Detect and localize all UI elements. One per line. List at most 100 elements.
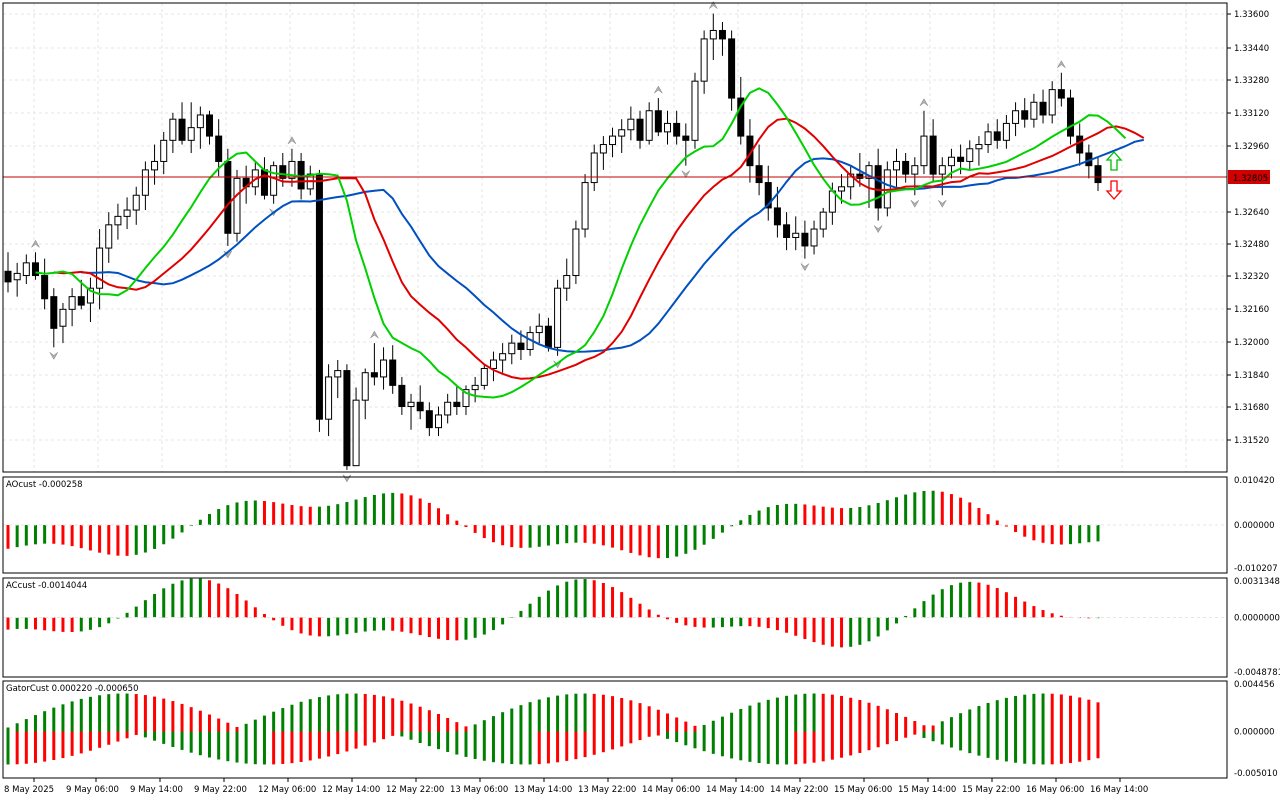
candle-up [645,110,653,141]
candle-up [352,399,360,467]
candle-down [755,165,763,184]
candle-down [764,182,772,209]
x-tick-label: 12 May 22:00 [386,785,444,795]
candle-up [169,118,177,141]
candle-up [920,135,928,167]
time-axis: 8 May 2025 9 May 06:00 9 May 14:00 9 May 22… [4,778,1148,795]
candle-up [599,144,607,154]
candle-up [471,384,479,391]
candle-up [819,211,827,230]
y-tick-label: 1.32000 [1234,338,1269,348]
candle-down [260,169,268,196]
candle-up [68,296,76,310]
candle-up [361,372,369,401]
x-tick-label: 14 May 22:00 [770,785,828,795]
candle-down [517,342,525,350]
candle-down [4,270,12,283]
candle-down [783,224,791,239]
panel-frame [2,577,1228,678]
candle-down [1067,97,1075,137]
candle-down [389,359,397,386]
candle-down [718,29,726,40]
candle-down [224,160,232,234]
candle-up [196,114,204,129]
candle-up [489,359,497,369]
panel-frame [2,476,1228,574]
fractal-up-icon [654,85,663,94]
x-tick-label: 13 May 22:00 [578,785,636,795]
candle-up [151,160,159,171]
candle-up [1048,89,1056,116]
candle-up [554,287,562,348]
candle-up [966,148,974,162]
panel-frames: AOcust -0.000258 0.010420 0.000000 -0.01020… [2,2,1280,779]
candle-up [444,401,452,416]
candle-down [50,296,58,329]
y-tick-label: 1.32160 [1234,305,1269,315]
price-axis: 1.33600 1.33440 1.33280 1.33120 1.32960 1.326… [1227,10,1269,446]
ao-tick-label: -0.010207 [1234,564,1278,574]
fractal-down-icon [681,170,691,179]
candle-up [892,160,900,171]
candle-up [984,131,992,146]
fractal-up-icon [919,98,929,106]
fractal-down-icon [910,200,920,208]
x-tick-label: 9 May 06:00 [66,785,119,795]
candle-up [691,80,699,141]
candle-down [957,156,965,162]
candle-up [609,135,617,146]
candle-down [31,262,39,277]
fractal-down-icon [800,263,810,272]
candle-up [938,165,946,175]
y-tick-label: 1.32640 [1234,208,1269,218]
candle-up [480,367,488,386]
candle-down [636,118,644,141]
x-tick-label: 13 May 06:00 [450,785,508,795]
gator-tick-label: -0.005010 [1234,769,1278,779]
candle-up [22,262,30,277]
candle-up [86,287,94,304]
candle-down [453,401,461,408]
candle-up [270,165,278,196]
candle-up [581,182,589,230]
candle-down [1057,89,1065,99]
ao-tick-label: 0.000000 [1234,521,1275,531]
x-tick-label: 14 May 14:00 [706,785,764,795]
candle-up [435,414,443,429]
signal-arrows [1105,151,1123,200]
y-tick-label: 1.31840 [1234,371,1269,381]
candle-down [315,173,323,420]
candle-up [105,224,113,249]
y-tick-label: 1.32960 [1234,142,1269,152]
candle-up [572,228,580,277]
gator-tick-label: 0.004456 [1234,680,1275,690]
gator-panel-title: GatorCust 0.000220 -0.000650 [6,684,139,694]
candle-up [233,177,241,234]
arrow-down-icon [1105,180,1123,200]
candle-down [206,114,214,137]
current-price-label: 1.32805 [1233,174,1268,184]
candle-up [838,186,846,192]
candle-down [297,160,305,190]
candle-down [654,110,662,133]
candle-down [728,38,736,99]
candle-up [865,165,873,179]
candle-down [682,135,690,141]
candle-up [325,376,333,420]
fractal-up-icon [709,1,718,9]
fractal-up-icon [287,136,297,144]
candle-down [993,131,1001,141]
y-tick-label: 1.33120 [1234,109,1269,119]
current-price-tag [1228,170,1270,184]
x-tick-label: 16 May 14:00 [1090,785,1148,795]
candle-down [773,207,781,226]
gator-tick-label: 0.000000 [1234,728,1275,738]
fractal-down-icon [342,474,352,483]
x-tick-label: 9 May 14:00 [130,785,183,795]
alligator-lips-line [35,87,1127,399]
candle-down [1039,101,1047,116]
candle-down [737,97,745,137]
fractal-down-icon [49,352,59,360]
candle-down [1021,110,1029,120]
candle-up [13,272,21,281]
